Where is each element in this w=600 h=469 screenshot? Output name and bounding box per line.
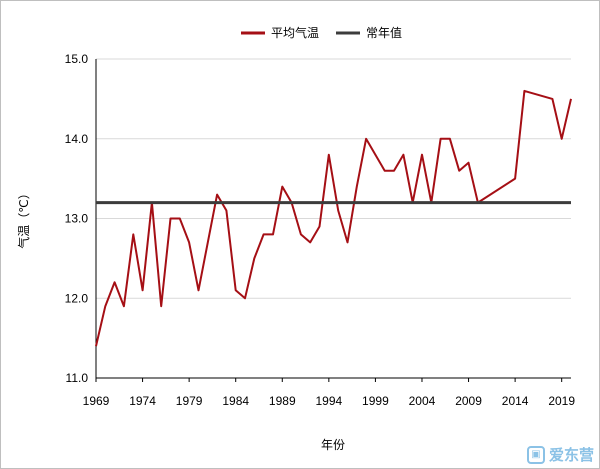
watermark-text: 爱东营: [548, 446, 594, 464]
x-tick-label: 1969: [83, 394, 110, 408]
x-tick-label: 2009: [455, 394, 482, 408]
series-lines: [95, 89, 572, 347]
x-tick-label: 1974: [129, 394, 156, 408]
axes: [95, 59, 571, 382]
legend: 平均气温 常年值: [241, 25, 402, 40]
x-axis-label: 年份: [321, 438, 345, 452]
y-axis-label: 气温（℃）: [16, 187, 31, 248]
y-tick-labels: 11.0 12.0 13.0 14.0 15.0: [65, 52, 89, 385]
watermark: ▣ 爱东营: [526, 444, 594, 465]
legend-entry: 常年值: [366, 25, 402, 40]
x-tick-label: 1994: [315, 394, 342, 408]
x-tick-label: 1999: [362, 394, 389, 408]
x-tick-label: 1989: [269, 394, 296, 408]
y-tick-label: 13.0: [65, 212, 89, 226]
y-tick-label: 14.0: [65, 132, 89, 146]
watermark-logo-icon: ▣: [526, 445, 545, 464]
x-tick-labels: 1969 1974 1979 1984 1989 1994 1999 2004 2009 2014…: [83, 394, 576, 408]
y-tick-label: 12.0: [65, 291, 89, 305]
x-tick-label: 2004: [409, 394, 436, 408]
series-line-average-temperature: [95, 89, 572, 347]
y-tick-label: 11.0: [66, 371, 89, 385]
x-tick-label: 2014: [502, 394, 529, 408]
x-tick-label: 2019: [548, 394, 575, 408]
x-tick-label: 1979: [176, 394, 203, 408]
x-tick-label: 1984: [222, 394, 249, 408]
legend-entry: 平均气温: [271, 25, 319, 40]
y-tick-label: 15.0: [65, 52, 89, 66]
